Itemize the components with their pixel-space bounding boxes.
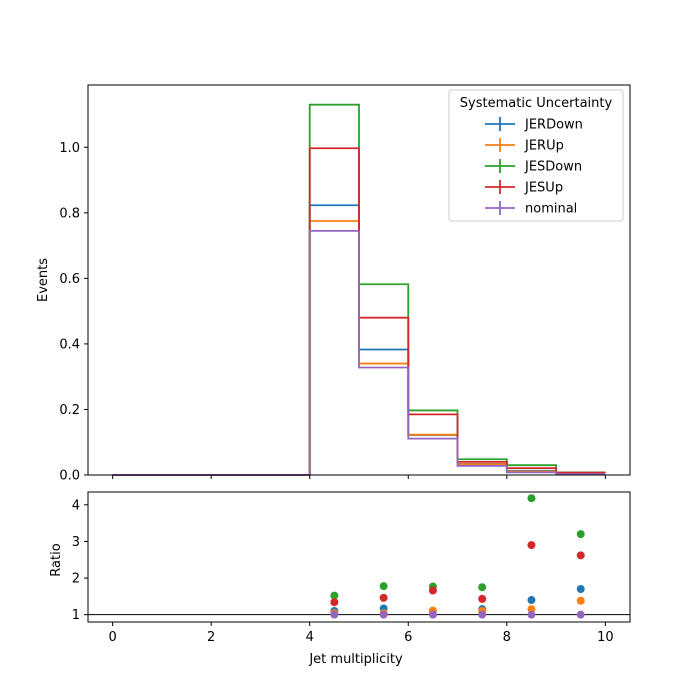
ratio-point-jerup bbox=[527, 605, 536, 614]
ratio-y-tick-label: 4 bbox=[72, 498, 80, 513]
ratio-x-tick-label: 0 bbox=[108, 630, 116, 645]
ratio-y-axis-label: Ratio bbox=[49, 543, 64, 576]
main-y-tick-label: 0.0 bbox=[59, 469, 80, 484]
legend-label: nominal bbox=[525, 202, 577, 217]
ratio-x-tick-label: 8 bbox=[503, 630, 511, 645]
ratio-point-nominal bbox=[576, 610, 585, 619]
main-x-ticks bbox=[112, 475, 606, 479]
ratio-y-tick-label: 3 bbox=[72, 535, 80, 550]
main-y-tick-label: 0.6 bbox=[59, 272, 80, 287]
ratio-point-jesup bbox=[478, 594, 487, 603]
legend-box bbox=[448, 89, 624, 222]
legend-entry-jerdown: JERDown bbox=[485, 117, 583, 133]
legend-label: JERUp bbox=[524, 139, 564, 154]
ratio-point-jerdown bbox=[527, 596, 536, 605]
main-y-tick-label: 0.4 bbox=[59, 337, 80, 352]
ratio-y-tick-label: 1 bbox=[72, 608, 80, 623]
ratio-point-jesdown bbox=[330, 591, 339, 600]
ratio-point-jesdown bbox=[478, 583, 487, 592]
ratio-point-jesup bbox=[576, 551, 585, 560]
ratio-point-jesdown bbox=[527, 494, 536, 503]
ratio-point-nominal bbox=[478, 610, 487, 619]
ratio-plot-frame bbox=[87, 491, 631, 623]
ratio-point-jerdown bbox=[576, 585, 585, 594]
legend-label: JESDown bbox=[524, 160, 582, 175]
legend-entries: JERDown JERUp JESDown JESUp nominal bbox=[485, 117, 583, 217]
ratio-x-ticks: 0 2 4 6 8 10 bbox=[108, 622, 614, 645]
legend-title: Systematic Uncertainty bbox=[460, 96, 613, 111]
ratio-point-nominal bbox=[379, 610, 388, 619]
ratio-x-tick-label: 6 bbox=[404, 630, 412, 645]
ratio-point-jesup bbox=[330, 598, 339, 607]
ratio-x-tick-label: 2 bbox=[207, 630, 215, 645]
main-plot-frame bbox=[87, 84, 631, 476]
main-panel: 0.0 0.2 0.4 0.6 0.8 1.0 Events Systematic Unc… bbox=[36, 84, 631, 484]
legend-label: JERDown bbox=[524, 118, 583, 133]
legend: Systematic Uncertainty JERDown JERUp JESDo… bbox=[448, 89, 624, 222]
legend-label: JESUp bbox=[524, 181, 563, 196]
ratio-y-tick-label: 2 bbox=[72, 572, 80, 587]
legend-entry-nominal: nominal bbox=[485, 201, 577, 217]
ratio-point-nominal bbox=[428, 610, 437, 619]
ratio-point-nominal bbox=[330, 610, 339, 619]
ratio-point-jesup bbox=[527, 541, 536, 550]
main-y-tick-label: 0.2 bbox=[59, 403, 80, 418]
ratio-point-jesup bbox=[428, 586, 437, 595]
legend-entry-jesdown: JESDown bbox=[485, 159, 582, 175]
main-y-axis-label: Events bbox=[36, 258, 51, 302]
ratio-point-jerup bbox=[576, 596, 585, 605]
ratio-point-jesup bbox=[379, 593, 388, 602]
ratio-y-ticks: 1 2 3 4 bbox=[72, 498, 88, 623]
ratio-point-jesdown bbox=[576, 530, 585, 539]
legend-entry-jesup: JESUp bbox=[485, 180, 563, 196]
main-y-ticks: 0.0 0.2 0.4 0.6 0.8 1.0 bbox=[59, 141, 88, 484]
x-axis-label: Jet multiplicity bbox=[308, 652, 403, 667]
ratio-point-jesdown bbox=[379, 582, 388, 591]
ratio-x-tick-label: 10 bbox=[597, 630, 614, 645]
main-y-tick-label: 1.0 bbox=[59, 141, 80, 156]
ratio-points-group bbox=[330, 494, 585, 619]
ratio-point-nominal bbox=[527, 610, 536, 619]
ratio-x-tick-label: 4 bbox=[306, 630, 314, 645]
main-y-tick-label: 0.8 bbox=[59, 206, 80, 221]
legend-entry-jerup: JERUp bbox=[485, 138, 564, 154]
histogram-line-nominal bbox=[112, 229, 606, 476]
